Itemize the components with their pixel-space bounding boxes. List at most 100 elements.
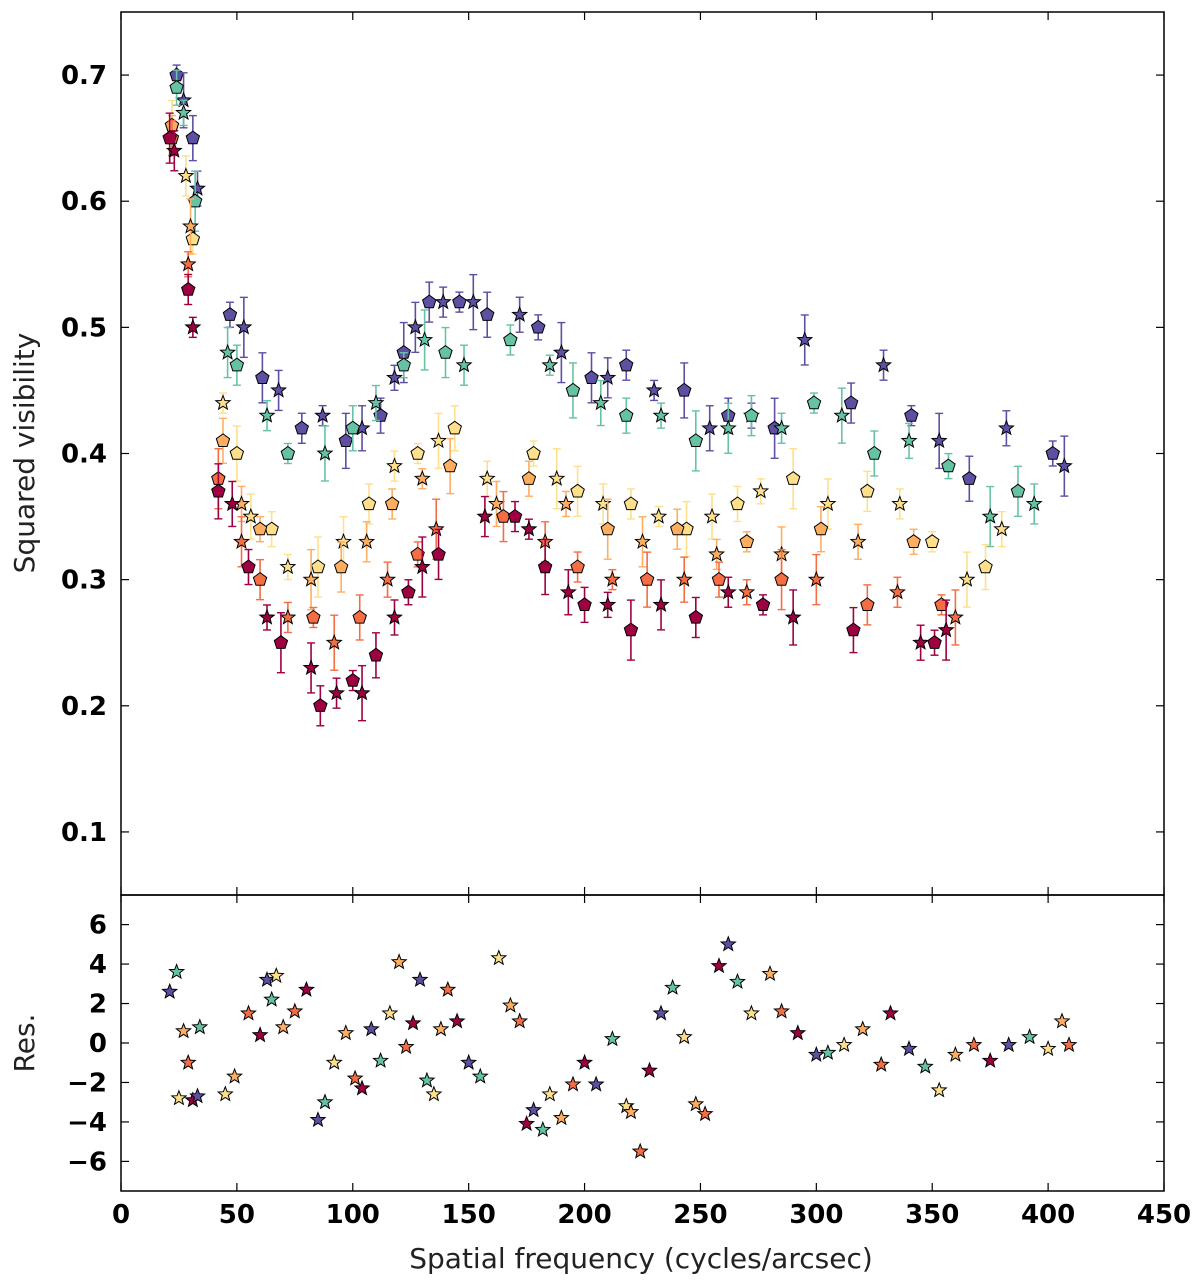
data-point-star — [819, 495, 837, 512]
residual-point — [622, 1103, 640, 1120]
data-point-pentagon — [310, 559, 326, 574]
data-point-star — [520, 520, 538, 537]
data-point-pentagon — [904, 408, 919, 422]
residual-point — [175, 1022, 193, 1039]
residual-point — [710, 957, 728, 974]
data-point-star — [353, 684, 371, 701]
data-point-star — [258, 406, 276, 423]
data-point-star — [430, 431, 448, 449]
series-4 — [164, 114, 921, 611]
residual-point — [789, 1024, 807, 1041]
residual-point — [835, 1036, 853, 1053]
x-tick-label: 250 — [673, 1200, 727, 1230]
residual-point — [189, 1087, 206, 1104]
data-point-pentagon — [496, 508, 511, 523]
data-point-pentagon — [401, 584, 416, 599]
residual-point — [819, 1044, 837, 1061]
data-point-star — [214, 394, 232, 411]
data-point-pentagon — [410, 445, 425, 460]
residual-point — [346, 1069, 364, 1086]
data-point-star — [464, 293, 482, 310]
data-point-pentagon — [739, 534, 755, 548]
main-y-tick-label: 0.4 — [61, 440, 107, 470]
x-tick-label: 450 — [1137, 1200, 1191, 1230]
main-plot-frame — [120, 11, 1165, 896]
data-point-star — [559, 583, 577, 600]
data-point-star — [599, 368, 617, 386]
residual-point — [226, 1067, 244, 1084]
data-point-star — [314, 406, 332, 423]
data-point-pentagon — [688, 433, 704, 447]
data-point-pentagon — [442, 458, 458, 473]
data-point-star — [511, 305, 529, 322]
data-point-star — [416, 331, 434, 348]
x-axis-label: Spatial frequency (cycles/arcsec) — [409, 1242, 873, 1275]
data-point-star — [888, 583, 906, 600]
residual-point — [179, 1053, 197, 1070]
data-point-pentagon — [352, 609, 367, 624]
data-point-pentagon — [867, 445, 882, 460]
data-point-star — [235, 318, 253, 335]
data-point-star — [937, 621, 955, 638]
residual-point — [353, 1079, 371, 1096]
residual-point — [576, 1053, 594, 1070]
residual-y-tick-label: −4 — [67, 1108, 107, 1138]
residual-point — [916, 1057, 934, 1074]
data-point-star — [242, 507, 260, 524]
data-point-star — [930, 432, 948, 449]
residual-y-tick-label: 0 — [89, 1029, 107, 1059]
data-point-star — [478, 469, 496, 486]
main-y-tick-label: 0.6 — [61, 187, 107, 217]
x-tick-label: 400 — [1021, 1200, 1075, 1230]
residual-point — [411, 971, 429, 988]
data-point-pentagon — [229, 445, 245, 460]
series-2 — [169, 69, 1043, 548]
residual-point — [854, 1020, 872, 1037]
data-point-star — [981, 507, 999, 524]
data-point-star — [258, 608, 276, 625]
data-point-star — [413, 558, 431, 575]
data-point-pentagon — [730, 496, 745, 511]
data-point-pentagon — [185, 130, 201, 145]
data-point-star — [386, 608, 403, 625]
data-point-star — [379, 570, 397, 587]
data-point-pentagon — [744, 408, 759, 422]
data-point-star — [182, 217, 200, 234]
data-point-pentagon — [507, 508, 523, 523]
residual-point — [381, 1004, 399, 1021]
data-point-pentagon — [306, 609, 321, 624]
residual-point — [297, 980, 315, 997]
data-point-star — [849, 532, 867, 550]
data-point-star — [997, 419, 1015, 436]
residual-point — [397, 1037, 415, 1055]
residual-point — [274, 1018, 292, 1035]
data-point-star — [603, 570, 621, 587]
data-point-pentagon — [806, 395, 822, 410]
data-point-star — [455, 356, 473, 373]
data-point-pentagon — [941, 458, 956, 473]
residual-point — [460, 1053, 478, 1070]
data-point-pentagon — [619, 408, 634, 422]
data-point-pentagon — [345, 672, 360, 687]
data-point-pentagon — [361, 496, 377, 511]
residual-point — [807, 1045, 825, 1063]
main-y-tick-label: 0.2 — [61, 692, 107, 722]
residual-y-tick-label: 4 — [89, 950, 107, 980]
data-point-star — [552, 343, 570, 360]
x-tick-label: 100 — [326, 1200, 380, 1230]
residual-point — [518, 1115, 536, 1132]
residual-point — [882, 1004, 899, 1021]
residual-point — [337, 1024, 355, 1041]
residual-point — [425, 1085, 443, 1102]
residual-point — [1060, 1036, 1078, 1053]
data-point-pentagon — [252, 571, 268, 586]
data-point-pentagon — [927, 635, 942, 649]
data-point-star — [427, 520, 445, 537]
residual-point — [501, 996, 519, 1013]
residual-point — [729, 972, 747, 990]
data-point-pentagon — [422, 294, 437, 309]
residual-point — [490, 949, 508, 966]
data-point-pentagon — [962, 471, 977, 485]
data-point-star — [541, 356, 559, 373]
